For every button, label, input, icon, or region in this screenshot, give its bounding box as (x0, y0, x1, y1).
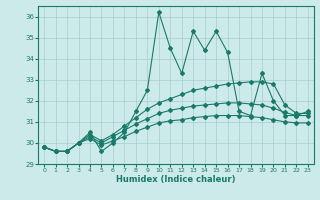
X-axis label: Humidex (Indice chaleur): Humidex (Indice chaleur) (116, 175, 236, 184)
